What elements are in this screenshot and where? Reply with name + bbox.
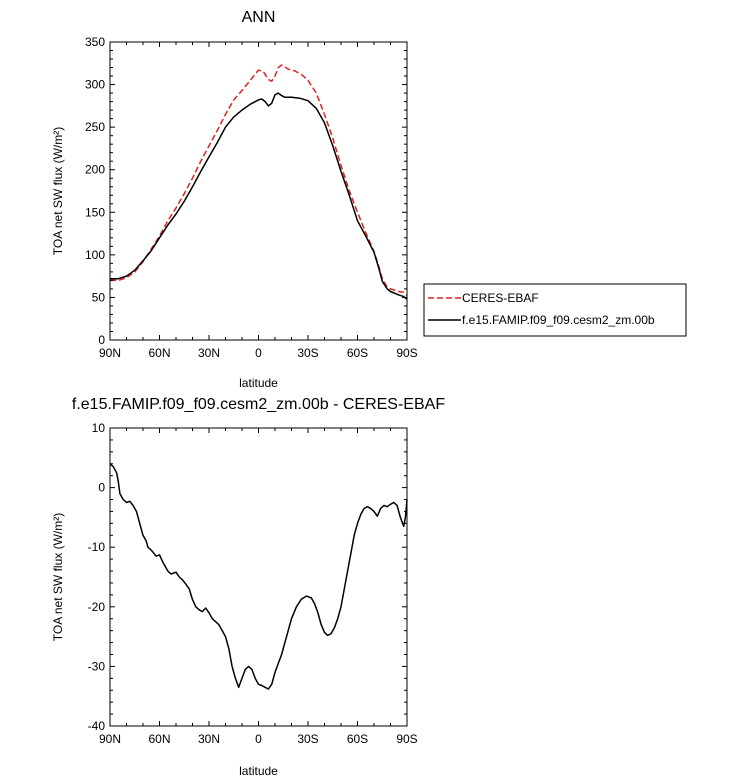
bottom-series-group [109,463,408,690]
top-x-tick-label: 90S [396,346,417,360]
bottom-y-tick-label: 10 [92,421,106,435]
bottom-x-tick-label: 60S [347,732,368,746]
top-y-tick-label: 50 [92,290,106,304]
top-y-tick-label: 250 [85,120,105,134]
bottom-panel-title: f.e15.FAMIP.f09_f09.cesm2_zm.00b - CERES… [72,396,445,413]
bottom-x-tick-label: 0 [255,732,262,746]
legend-box [423,283,687,337]
top-series-group [110,64,408,300]
top-plot-frame [109,41,408,341]
bottom-y-tick-label: -40 [88,719,106,733]
top-x-tick-label: 90N [99,346,121,360]
legend-label-ceres: CERES-EBAF [462,291,539,305]
top-panel: ANN 90N 60N 30N 0 30S 60S 90S 0 50 100 150 200 250 30… [51,9,687,390]
top-x-tick-label: 30S [297,346,318,360]
top-ylabel: TOA net SW flux (W/m²) [51,127,65,255]
bottom-x-tick-label: 90N [99,732,121,746]
bottom-y-tick-label: -20 [88,600,106,614]
top-y-tick-label: 300 [85,78,105,92]
bottom-ylabel: TOA net SW flux (W/m²) [51,513,65,641]
bottom-x-tick-label: 30N [198,732,220,746]
top-x-tick-label: 60S [347,346,368,360]
bottom-x-tick-label: 60N [148,732,170,746]
bottom-y-tick-label: -30 [88,659,106,673]
top-series-line-0 [110,64,408,297]
top-y-tick-label: 350 [85,35,105,49]
top-series-line-1 [110,92,408,300]
top-x-tick-label: 0 [255,346,262,360]
bottom-series-line-0 [109,463,408,690]
top-y-tick-label: 200 [85,163,105,177]
bottom-panel: f.e15.FAMIP.f09_f09.cesm2_zm.00b - CERES… [51,396,445,778]
bottom-plot-frame [109,427,408,727]
top-y-tick-label: 100 [85,248,105,262]
top-x-tick-label: 60N [148,346,170,360]
bottom-y-tick-label: -10 [88,540,106,554]
top-panel-title: ANN [242,9,276,26]
bottom-xlabel: latitude [239,764,278,778]
bottom-y-tick-label: 0 [98,481,105,495]
bottom-x-tick-label: 90S [396,732,417,746]
top-axis-ticks: 90N 60N 30N 0 30S 60S 90S 0 50 100 150 200 250 300 350 [85,35,418,360]
bottom-x-tick-label: 30S [297,732,318,746]
legend: CERES-EBAF f.e15.FAMIP.f09_f09.cesm2_zm.… [423,283,687,337]
top-x-tick-label: 30N [198,346,220,360]
top-xlabel: latitude [239,376,278,390]
legend-label-model: f.e15.FAMIP.f09_f09.cesm2_zm.00b [462,313,655,327]
top-y-tick-label: 0 [98,333,105,347]
bottom-axis-ticks: 90N 60N 30N 0 30S 60S 90S -40 -30 -20 -10 0 10 [88,421,418,746]
top-y-tick-label: 150 [85,205,105,219]
